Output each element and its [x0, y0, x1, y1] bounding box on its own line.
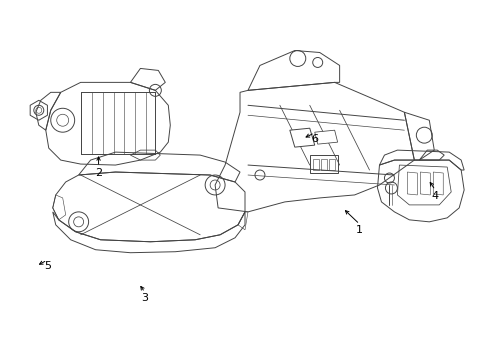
Bar — [329, 159, 335, 170]
Polygon shape — [290, 128, 315, 147]
Bar — [321, 159, 327, 170]
Text: 2: 2 — [95, 168, 102, 178]
Text: 4: 4 — [432, 191, 439, 201]
Text: 5: 5 — [44, 261, 51, 271]
Text: 3: 3 — [142, 293, 148, 303]
Text: 1: 1 — [356, 225, 363, 235]
Polygon shape — [315, 130, 338, 144]
Text: 6: 6 — [311, 134, 318, 144]
Bar — [313, 159, 318, 170]
